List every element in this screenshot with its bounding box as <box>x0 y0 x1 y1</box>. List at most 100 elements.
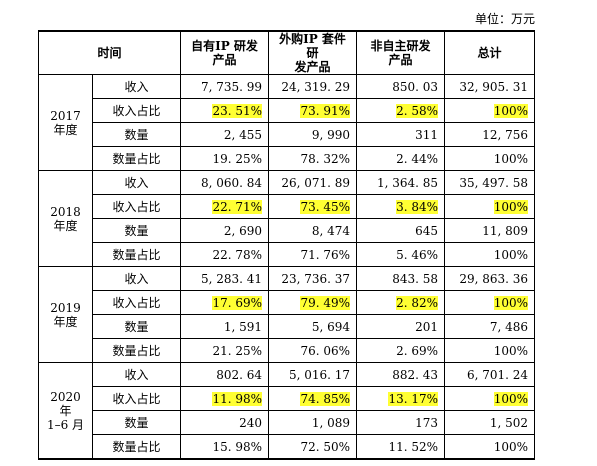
cell-text: 收入占比 <box>112 199 161 214</box>
cell-text: 5, 283. 41 <box>200 271 263 286</box>
text-line: 产品 <box>388 53 413 67</box>
value-cell: 100% <box>444 194 536 219</box>
cell-text: 2, 690 <box>223 223 263 238</box>
cell-text: 24, 319. 29 <box>281 79 351 94</box>
cell-text: 1, 591 <box>223 319 263 334</box>
cell-text: 5. 46% <box>396 247 439 262</box>
value-cell: 882. 43 <box>356 362 446 387</box>
cell-text: 11, 809 <box>482 223 529 238</box>
value-cell: 240 <box>180 410 270 435</box>
metric-cell: 收入占比 <box>91 386 182 411</box>
value-cell: 100% <box>444 386 536 411</box>
cell-text: 3. 84% <box>396 199 439 214</box>
header-row: 时间 自有IP 研发 产品 外购IP 套件研 发产品 非自主研发 产品 总计 <box>37 30 536 75</box>
cell-text: 100% <box>493 247 529 262</box>
table-row: 收入占比 11. 98% 74. 85% 13. 17% 100% <box>39 386 536 411</box>
text-line: 2019 <box>50 300 81 315</box>
cell-text: 19. 25% <box>212 151 263 166</box>
cell-text: 9, 990 <box>311 127 351 142</box>
value-cell: 5, 283. 41 <box>180 266 270 291</box>
table-row: 数量占比 19. 25% 78. 32% 2. 44% 100% <box>39 146 536 171</box>
header-cell: 自有IP 研发 产品 <box>180 30 270 75</box>
value-cell: 17. 69% <box>180 290 270 315</box>
cell-text: 2, 455 <box>223 127 263 142</box>
value-cell: 35, 497. 58 <box>444 170 536 195</box>
table-row: 数量 2, 455 9, 990 311 12, 756 <box>39 122 536 147</box>
value-cell: 100% <box>444 146 536 171</box>
table-row: 数量占比 21. 25% 76. 06% 2. 69% 100% <box>39 338 536 363</box>
cell-text: 2. 82% <box>396 295 439 310</box>
metric-cell: 收入 <box>91 170 182 195</box>
cell-text: 71. 76% <box>300 247 351 262</box>
cell-text: 8, 474 <box>311 223 351 238</box>
value-cell: 78. 32% <box>268 146 358 171</box>
period-cell: 2018 年度 <box>38 170 93 267</box>
value-cell: 311 <box>356 122 446 147</box>
value-cell: 5, 694 <box>268 314 358 339</box>
table-row: 数量占比 15. 98% 72. 50% 11. 52% 100% <box>39 434 536 460</box>
value-cell: 100% <box>444 434 536 460</box>
value-cell: 7, 735. 99 <box>180 74 270 99</box>
cell-text: 240 <box>239 415 263 430</box>
text-line: 外购IP 套件研 <box>279 32 346 60</box>
cell-text: 73. 45% <box>300 199 351 214</box>
cell-text: 173 <box>415 415 439 430</box>
cell-text: 8, 060. 84 <box>200 175 263 190</box>
value-cell: 23. 51% <box>180 98 270 123</box>
cell-text: 35, 497. 58 <box>459 175 529 190</box>
value-cell: 802. 64 <box>180 362 270 387</box>
metric-cell: 收入 <box>91 266 182 291</box>
table-row: 收入占比 22. 71% 73. 45% 3. 84% 100% <box>39 194 536 219</box>
value-cell: 1, 364. 85 <box>356 170 446 195</box>
cell-text: 22. 78% <box>212 247 263 262</box>
cell-text: 7, 735. 99 <box>200 79 263 94</box>
cell-text: 100% <box>493 199 529 214</box>
value-cell: 2. 58% <box>356 98 446 123</box>
metric-cell: 数量 <box>91 218 182 243</box>
cell-text: 79. 49% <box>300 295 351 310</box>
value-cell: 11, 809 <box>444 218 536 243</box>
cell-text: 882. 43 <box>392 367 439 382</box>
cell-text: 1, 502 <box>489 415 529 430</box>
header-cell: 非自主研发 产品 <box>356 30 446 75</box>
value-cell: 21. 25% <box>180 338 270 363</box>
table-row: 数量 1, 591 5, 694 201 7, 486 <box>39 314 536 339</box>
value-cell: 15. 98% <box>180 434 270 460</box>
cell-text: 26, 071. 89 <box>281 175 351 190</box>
cell-text: 收入 <box>124 367 149 382</box>
cell-text: 2. 58% <box>396 103 439 118</box>
text-line: 年度 <box>53 314 78 329</box>
cell-text: 收入占比 <box>112 295 161 310</box>
cell-text: 73. 91% <box>300 103 351 118</box>
cell-text: 23. 51% <box>212 103 263 118</box>
metric-cell: 数量 <box>91 314 182 339</box>
value-cell: 5. 46% <box>356 242 446 267</box>
metric-cell: 收入占比 <box>91 194 182 219</box>
cell-text: 15. 98% <box>212 439 263 454</box>
value-cell: 73. 91% <box>268 98 358 123</box>
cell-text: 数量占比 <box>112 343 161 358</box>
value-cell: 850. 03 <box>356 74 446 99</box>
value-cell: 12, 756 <box>444 122 536 147</box>
data-table: 时间 自有IP 研发 产品 外购IP 套件研 发产品 非自主研发 产品 总计 2017 年度收… <box>37 30 536 460</box>
cell-text: 数量 <box>124 415 149 430</box>
period-cell: 2019 年度 <box>38 266 93 363</box>
cell-text: 2. 69% <box>396 343 439 358</box>
value-cell: 100% <box>444 98 536 123</box>
cell-text: 100% <box>493 343 529 358</box>
value-cell: 2, 690 <box>180 218 270 243</box>
metric-cell: 数量 <box>91 410 182 435</box>
cell-text: 13. 17% <box>388 391 439 406</box>
text-line: 2018 <box>50 204 81 219</box>
value-cell: 843. 58 <box>356 266 446 291</box>
value-cell: 8, 060. 84 <box>180 170 270 195</box>
table-row: 2018 年度 收入 8, 060. 84 26, 071. 89 1, 364. 85 3… <box>38 170 536 267</box>
cell-text: 850. 03 <box>392 79 439 94</box>
value-cell: 100% <box>444 290 536 315</box>
table-row: 数量 240 1, 089 173 1, 502 <box>39 410 536 435</box>
cell-text: 21. 25% <box>212 343 263 358</box>
metric-cell: 数量占比 <box>91 146 182 171</box>
value-cell: 5, 016. 17 <box>268 362 358 387</box>
value-cell: 19. 25% <box>180 146 270 171</box>
cell-text: 11. 52% <box>388 439 439 454</box>
